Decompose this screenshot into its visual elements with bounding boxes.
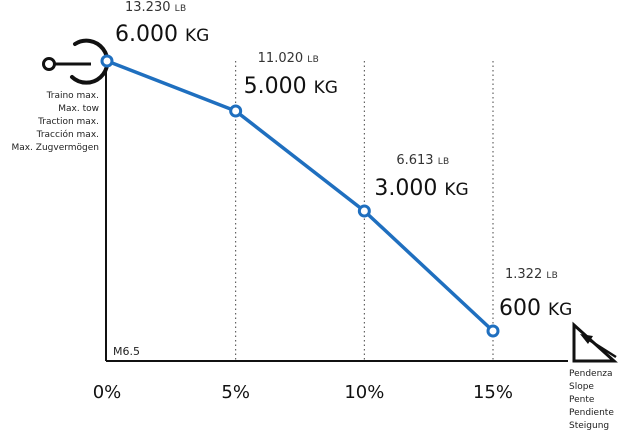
- x-tick-label: 10%: [344, 382, 384, 403]
- y-axis-title: Traino max. Max. tow Traction max. Tracción…: [11, 91, 99, 153]
- data-point: [357, 204, 371, 218]
- data-point: [100, 54, 114, 68]
- x-axis-title: Pendenza Slope Pente Pendiente Steigung: [569, 369, 614, 431]
- x-tick-label: 15%: [473, 382, 513, 403]
- x-tick-label: 5%: [221, 382, 250, 403]
- x-axis-title-line: Steigung: [569, 421, 609, 431]
- y-axis-title-line: Traino max.: [46, 91, 99, 101]
- data-label-kg: 5.000 KG: [244, 74, 338, 99]
- data-point: [486, 324, 500, 338]
- data-label-lb: 13.230 LB: [125, 0, 186, 15]
- model-label: M6.5: [113, 345, 140, 358]
- y-axis-title-line: Tracción max.: [36, 129, 99, 140]
- series: [100, 54, 500, 338]
- data-label-lb: 6.613 LB: [396, 153, 449, 168]
- y-axis-title-line: Max. Zugvermögen: [11, 143, 99, 153]
- x-tick-labels: 0% 5% 10% 15%: [93, 382, 513, 403]
- x-axis-title-line: Pendiente: [569, 408, 614, 418]
- data-point: [229, 104, 243, 118]
- x-axis-title-line: Slope: [569, 382, 594, 392]
- x-tick-label: 0%: [93, 382, 122, 403]
- data-label-lb: 11.020 LB: [258, 51, 319, 66]
- data-label-kg: 3.000 KG: [374, 176, 468, 201]
- x-axis-title-line: Pendenza: [569, 369, 613, 379]
- data-label-lb: 1.322 LB: [505, 267, 558, 282]
- y-axis-title-line: Traction max.: [37, 117, 99, 127]
- data-label-kg: 6.000 KG: [115, 22, 209, 47]
- y-axis-title-line: Max. tow: [58, 104, 99, 114]
- slope-triangle-icon: [572, 321, 618, 363]
- series-line: [106, 59, 495, 333]
- tow-hook-icon: [42, 38, 110, 85]
- x-axis-title-line: Pente: [569, 395, 595, 405]
- data-label-kg: 600 KG: [499, 296, 572, 321]
- data-labels: 13.230 LB 6.000 KG 11.020 LB 5.000 KG 6.613 …: [115, 0, 572, 321]
